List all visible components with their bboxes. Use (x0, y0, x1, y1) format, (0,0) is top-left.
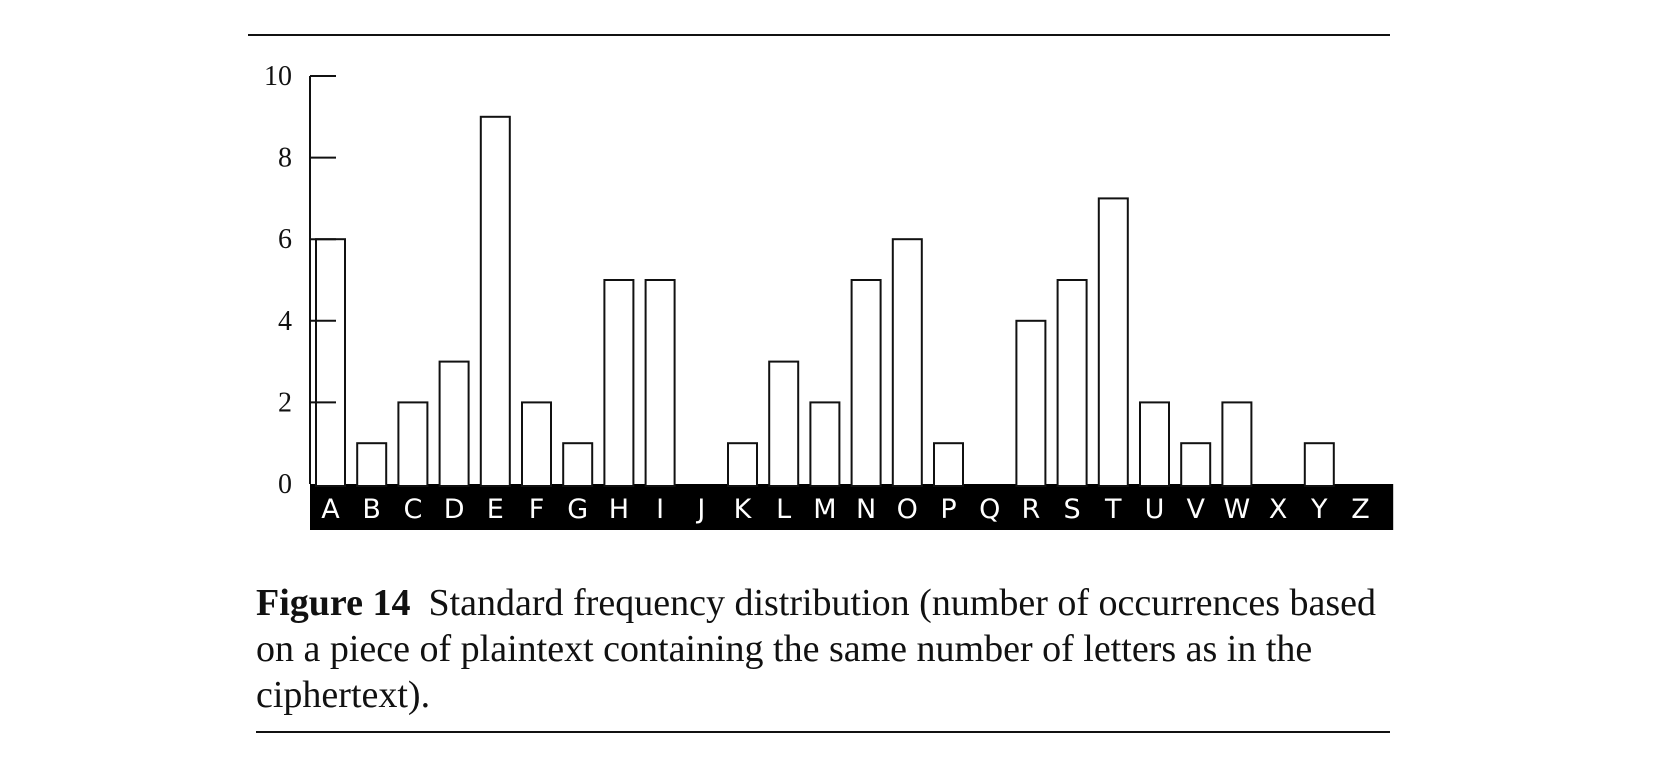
figure-caption: Figure 14 Standard frequency distribution… (256, 580, 1396, 718)
bar-p (933, 442, 964, 488)
y-tick-label: 6 (278, 224, 292, 255)
y-tick-label: 10 (264, 61, 292, 92)
x-tick-label: A (321, 494, 340, 525)
bar-o (891, 238, 923, 487)
y-tick-label: 8 (278, 143, 292, 174)
x-tick-label: B (362, 494, 381, 525)
x-tick-label: O (897, 494, 918, 525)
bar-g (562, 442, 594, 488)
bar-e (479, 115, 511, 488)
x-tick-label: K (734, 494, 753, 525)
x-tick-label: L (776, 494, 791, 525)
x-tick-label: E (487, 494, 504, 525)
bar-u (1139, 401, 1170, 487)
bar-r (1015, 319, 1047, 487)
y-tick-label: 0 (278, 469, 292, 500)
bar-v (1180, 442, 1212, 488)
bar-h (603, 279, 635, 487)
bar-c (397, 401, 429, 487)
bar-n (850, 279, 882, 487)
x-tick-label: V (1186, 494, 1205, 525)
bar-m (809, 401, 841, 487)
x-tick-label: X (1269, 494, 1288, 525)
y-tick-label: 2 (278, 387, 292, 418)
caption-text: Standard frequency distribution (number … (256, 582, 1377, 716)
x-tick-label: R (1022, 494, 1041, 525)
bottom-rule (256, 731, 1390, 733)
top-rule (248, 34, 1390, 36)
x-tick-label: P (940, 494, 956, 525)
x-tick-label: H (609, 494, 629, 525)
x-tick-label: T (1104, 494, 1122, 525)
x-tick-label: J (695, 494, 705, 525)
x-tick-label: Y (1310, 494, 1328, 525)
bar-b (356, 442, 388, 488)
x-tick-label: S (1064, 494, 1081, 525)
bar-l (768, 360, 800, 488)
bar-s (1056, 279, 1088, 487)
x-tick-label: G (567, 494, 588, 525)
bar-k (727, 442, 758, 488)
x-tick-label: Z (1351, 494, 1370, 525)
bar-d (438, 360, 470, 488)
x-tick-label: F (529, 494, 545, 525)
x-tick-label: D (444, 494, 465, 525)
bar-f (521, 401, 552, 487)
x-axis-band (310, 484, 1394, 530)
bar-w (1221, 401, 1253, 487)
x-tick-label: I (656, 494, 664, 525)
x-tick-label: N (856, 494, 876, 525)
bar-a (315, 238, 346, 487)
bar-t (1097, 197, 1129, 487)
x-tick-label: W (1224, 494, 1251, 525)
x-tick-label: U (1145, 494, 1165, 525)
x-tick-label: M (813, 494, 836, 525)
x-tick-label: Q (979, 494, 1000, 525)
bar-y (1303, 442, 1335, 488)
y-tick-label: 4 (278, 306, 292, 337)
bar-i (644, 279, 676, 487)
x-tick-label: C (403, 494, 422, 525)
figure-label: Figure 14 (256, 582, 411, 624)
